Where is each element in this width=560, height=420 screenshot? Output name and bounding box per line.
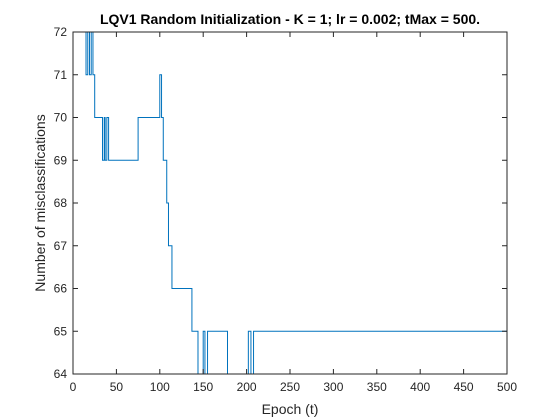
- y-axis-label: Number of misclassifications: [32, 114, 48, 291]
- y-tick-label: 66: [54, 282, 68, 296]
- y-tick-label: 65: [54, 324, 68, 338]
- y-tick-label: 72: [54, 25, 68, 39]
- x-tick-label: 300: [323, 380, 343, 394]
- y-tick-label: 64: [54, 367, 68, 381]
- x-tick-label: 400: [410, 380, 430, 394]
- x-tick-label: 100: [150, 380, 170, 394]
- x-tick-label: 250: [280, 380, 300, 394]
- axes: 0 50 100 150 200 250 300 350 400 450 500 64 65 66 67 68…: [54, 25, 518, 394]
- x-tick-label: 50: [110, 380, 124, 394]
- y-tick-label: 71: [54, 68, 68, 82]
- plot-area: [73, 32, 507, 374]
- x-tick-label: 150: [193, 380, 213, 394]
- y-tick-label: 67: [54, 239, 68, 253]
- chart-title: LQV1 Random Initialization - K = 1; lr =…: [100, 11, 480, 27]
- x-tick-label: 0: [70, 380, 77, 394]
- y-tick-label: 70: [54, 111, 68, 125]
- y-tick-label: 69: [54, 153, 68, 167]
- x-tick-label: 450: [454, 380, 474, 394]
- x-tick-label: 200: [237, 380, 257, 394]
- x-axis-label: Epoch (t): [262, 401, 319, 417]
- y-tick-label: 68: [54, 196, 68, 210]
- x-tick-label: 350: [367, 380, 387, 394]
- x-tick-label: 500: [497, 380, 517, 394]
